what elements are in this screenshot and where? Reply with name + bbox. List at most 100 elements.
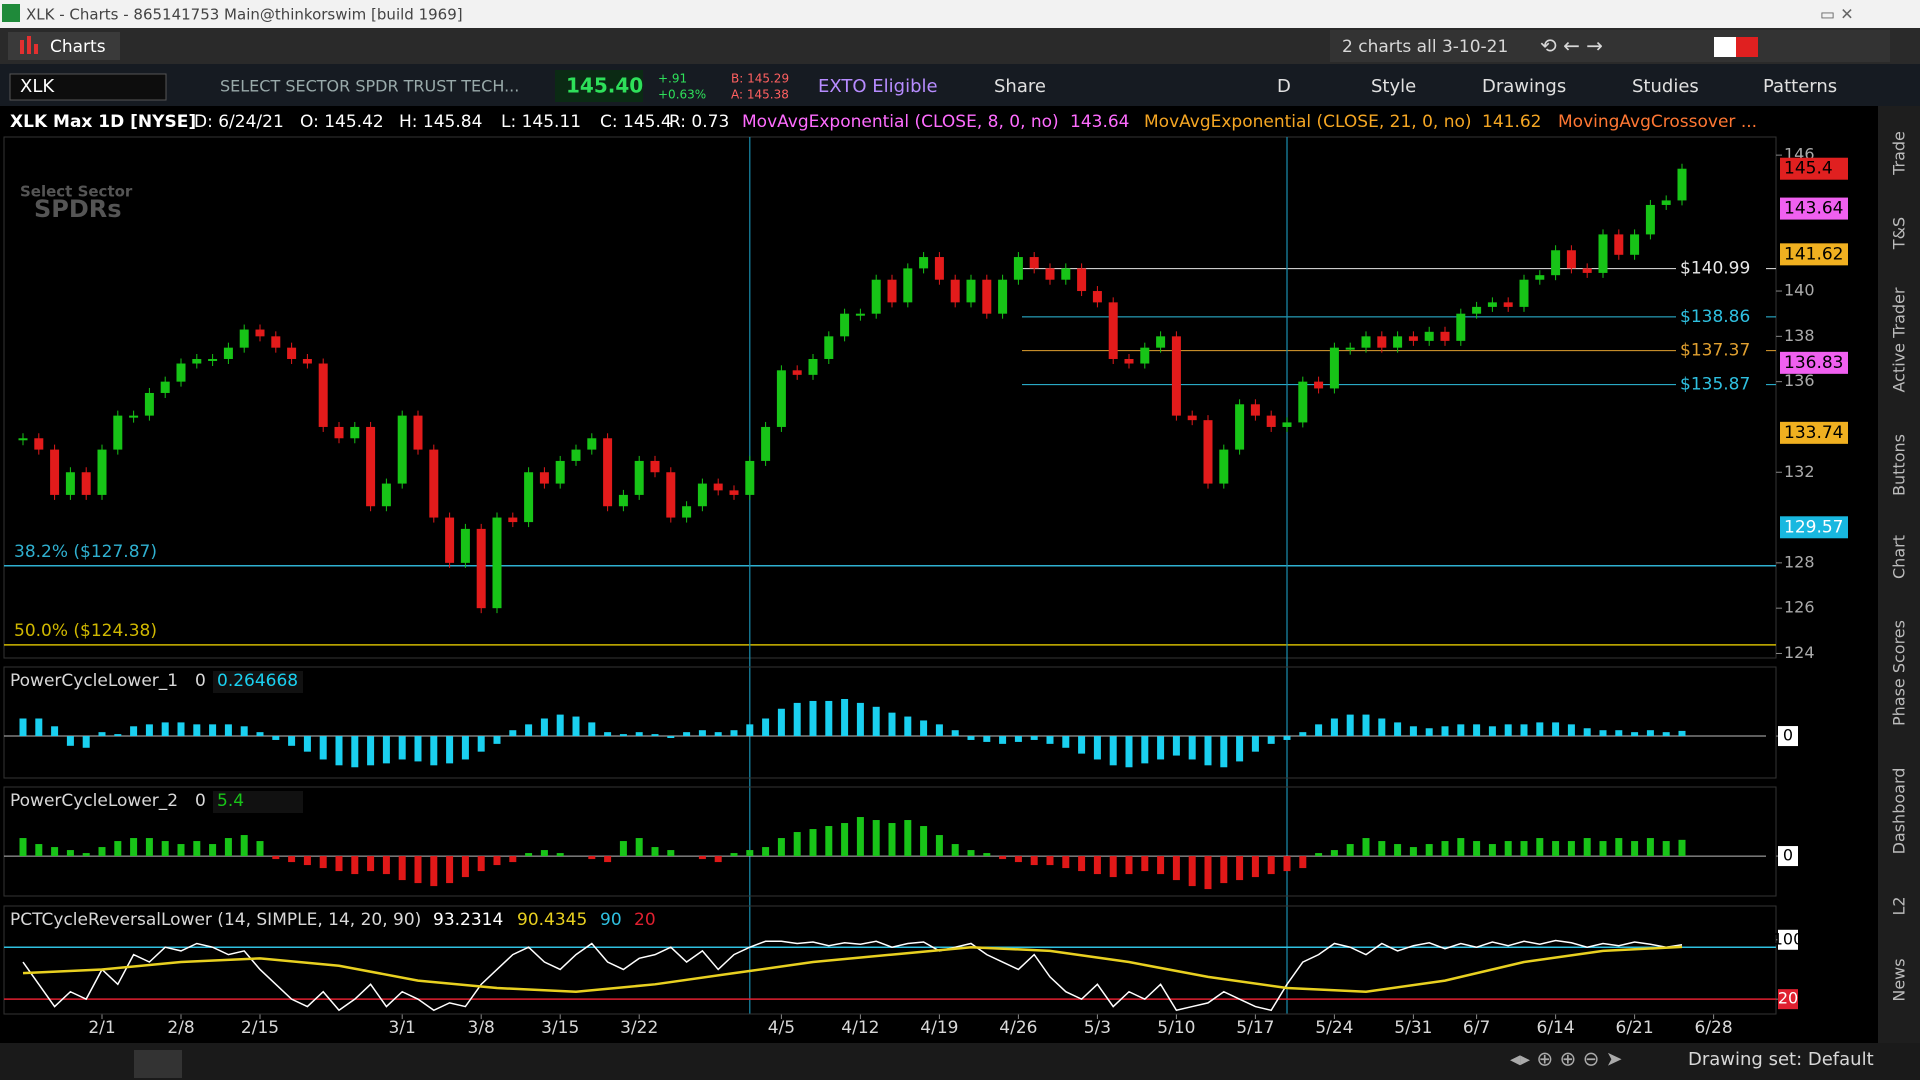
- candle: [982, 279, 992, 314]
- y-tick-label: 136: [1784, 371, 1815, 390]
- toolbar-button[interactable]: Drawings: [1482, 76, 1566, 97]
- histogram-bar: [1236, 736, 1244, 762]
- candle: [919, 257, 929, 269]
- level-label: $138.86: [1680, 307, 1750, 327]
- histogram-bar: [1330, 718, 1338, 737]
- title-bar: [0, 0, 1920, 28]
- zoom-icons[interactable]: ◂▸ ⊕ ⊕ ⊖ ➤: [1510, 1047, 1623, 1071]
- candle: [1503, 302, 1513, 307]
- color-icon[interactable]: [1736, 37, 1758, 57]
- sidebar-tab[interactable]: T&S: [1890, 217, 1909, 250]
- histogram-bar: [604, 732, 612, 737]
- sidebar-tab[interactable]: Dashboard: [1890, 768, 1909, 855]
- histogram-bar: [856, 817, 864, 857]
- candle: [1377, 336, 1387, 348]
- candle: [271, 336, 281, 348]
- sidebar-tab[interactable]: Buttons: [1890, 434, 1909, 496]
- histogram-bar: [1615, 838, 1623, 857]
- histogram-bar: [493, 856, 501, 866]
- histogram-bar: [841, 823, 849, 857]
- candle: [1203, 420, 1213, 484]
- exto[interactable]: EXTO Eligible: [818, 76, 938, 97]
- candle: [571, 449, 581, 461]
- candle: [208, 358, 218, 361]
- study-name: MovingAvgCrossover ...: [1558, 112, 1757, 132]
- histogram-bar: [1615, 730, 1623, 737]
- candle: [729, 490, 739, 495]
- histogram-bar: [1315, 853, 1323, 857]
- histogram-bar: [1678, 730, 1686, 737]
- histogram-bar: [98, 847, 106, 857]
- candle: [1314, 381, 1324, 389]
- histogram-bar: [1378, 718, 1386, 737]
- histogram-bar: [841, 698, 849, 737]
- candle: [287, 347, 297, 359]
- info-field: L: 145.11: [501, 112, 581, 132]
- histogram-bar: [477, 736, 485, 752]
- histogram-bar: [872, 706, 880, 737]
- histogram-bar: [999, 856, 1007, 860]
- histogram-bar: [493, 736, 501, 744]
- histogram-bar: [604, 856, 612, 863]
- histogram-bar: [130, 838, 138, 857]
- histogram-bar: [1267, 856, 1275, 875]
- histogram-bar: [288, 736, 296, 746]
- candle: [1171, 336, 1181, 416]
- candle: [160, 381, 170, 393]
- candle: [1140, 347, 1150, 364]
- histogram-bar: [1394, 722, 1402, 737]
- current-value: 90.4345: [517, 910, 587, 930]
- nav-icons[interactable]: ⟲ ← →: [1540, 34, 1603, 58]
- candle: [239, 329, 249, 348]
- histogram-bar: [1552, 841, 1560, 857]
- histogram-bar: [920, 826, 928, 857]
- collapse-button[interactable]: [134, 1050, 182, 1078]
- histogram-bar: [1362, 714, 1370, 737]
- candle: [129, 415, 139, 418]
- candle: [1156, 336, 1166, 348]
- candle: [413, 415, 423, 450]
- color-icon[interactable]: [1714, 37, 1736, 57]
- layout-label[interactable]: 2 charts all 3-10-21: [1342, 37, 1508, 57]
- histogram-bar: [1536, 722, 1544, 737]
- candle: [634, 460, 644, 495]
- toolbar-button[interactable]: Studies: [1632, 76, 1699, 97]
- price-badge-label: 145.4: [1784, 159, 1833, 179]
- symbol-box[interactable]: [9, 73, 167, 101]
- charts-tab[interactable]: [8, 32, 120, 60]
- candle: [761, 426, 771, 461]
- toolbar-button[interactable]: Patterns: [1763, 76, 1837, 97]
- candle: [871, 279, 881, 314]
- histogram-bar: [1583, 838, 1591, 857]
- sidebar-tab[interactable]: Phase Scores: [1890, 620, 1909, 726]
- sidebar-tab[interactable]: Trade: [1890, 131, 1909, 176]
- histogram-bar: [1046, 856, 1054, 866]
- sidebar-tab[interactable]: Chart: [1890, 535, 1909, 579]
- sidebar-tab[interactable]: News: [1890, 958, 1909, 1001]
- toolbar-button[interactable]: D: [1277, 76, 1291, 97]
- histogram-bar: [714, 732, 722, 737]
- current-box: [213, 791, 303, 813]
- symbol[interactable]: XLK: [20, 76, 55, 97]
- histogram-bar: [335, 856, 343, 872]
- toolbar-button[interactable]: Style: [1371, 76, 1416, 97]
- y-tick-label: 0: [1783, 726, 1793, 745]
- sidebar-tab[interactable]: L2: [1890, 896, 1909, 915]
- candle: [318, 363, 328, 427]
- histogram-bar: [619, 841, 627, 857]
- histogram-bar: [335, 736, 343, 766]
- histogram-bar: [1188, 736, 1196, 760]
- watermark: Select Sector: [20, 183, 133, 201]
- tab-icon: [34, 44, 38, 54]
- candle: [1630, 234, 1640, 255]
- candle: [34, 438, 44, 450]
- level-bg: [1676, 339, 1766, 362]
- histogram-bar: [698, 730, 706, 737]
- histogram-bar: [430, 736, 438, 766]
- candle: [1566, 250, 1576, 269]
- window-controls[interactable]: ▭ ✕: [1820, 5, 1854, 24]
- toolbar-button[interactable]: Share: [994, 76, 1046, 97]
- histogram-bar: [777, 708, 785, 737]
- sidebar-tab[interactable]: Active Trader: [1890, 287, 1909, 392]
- window-title: XLK - Charts - 865141753 Main@thinkorswi…: [26, 6, 463, 24]
